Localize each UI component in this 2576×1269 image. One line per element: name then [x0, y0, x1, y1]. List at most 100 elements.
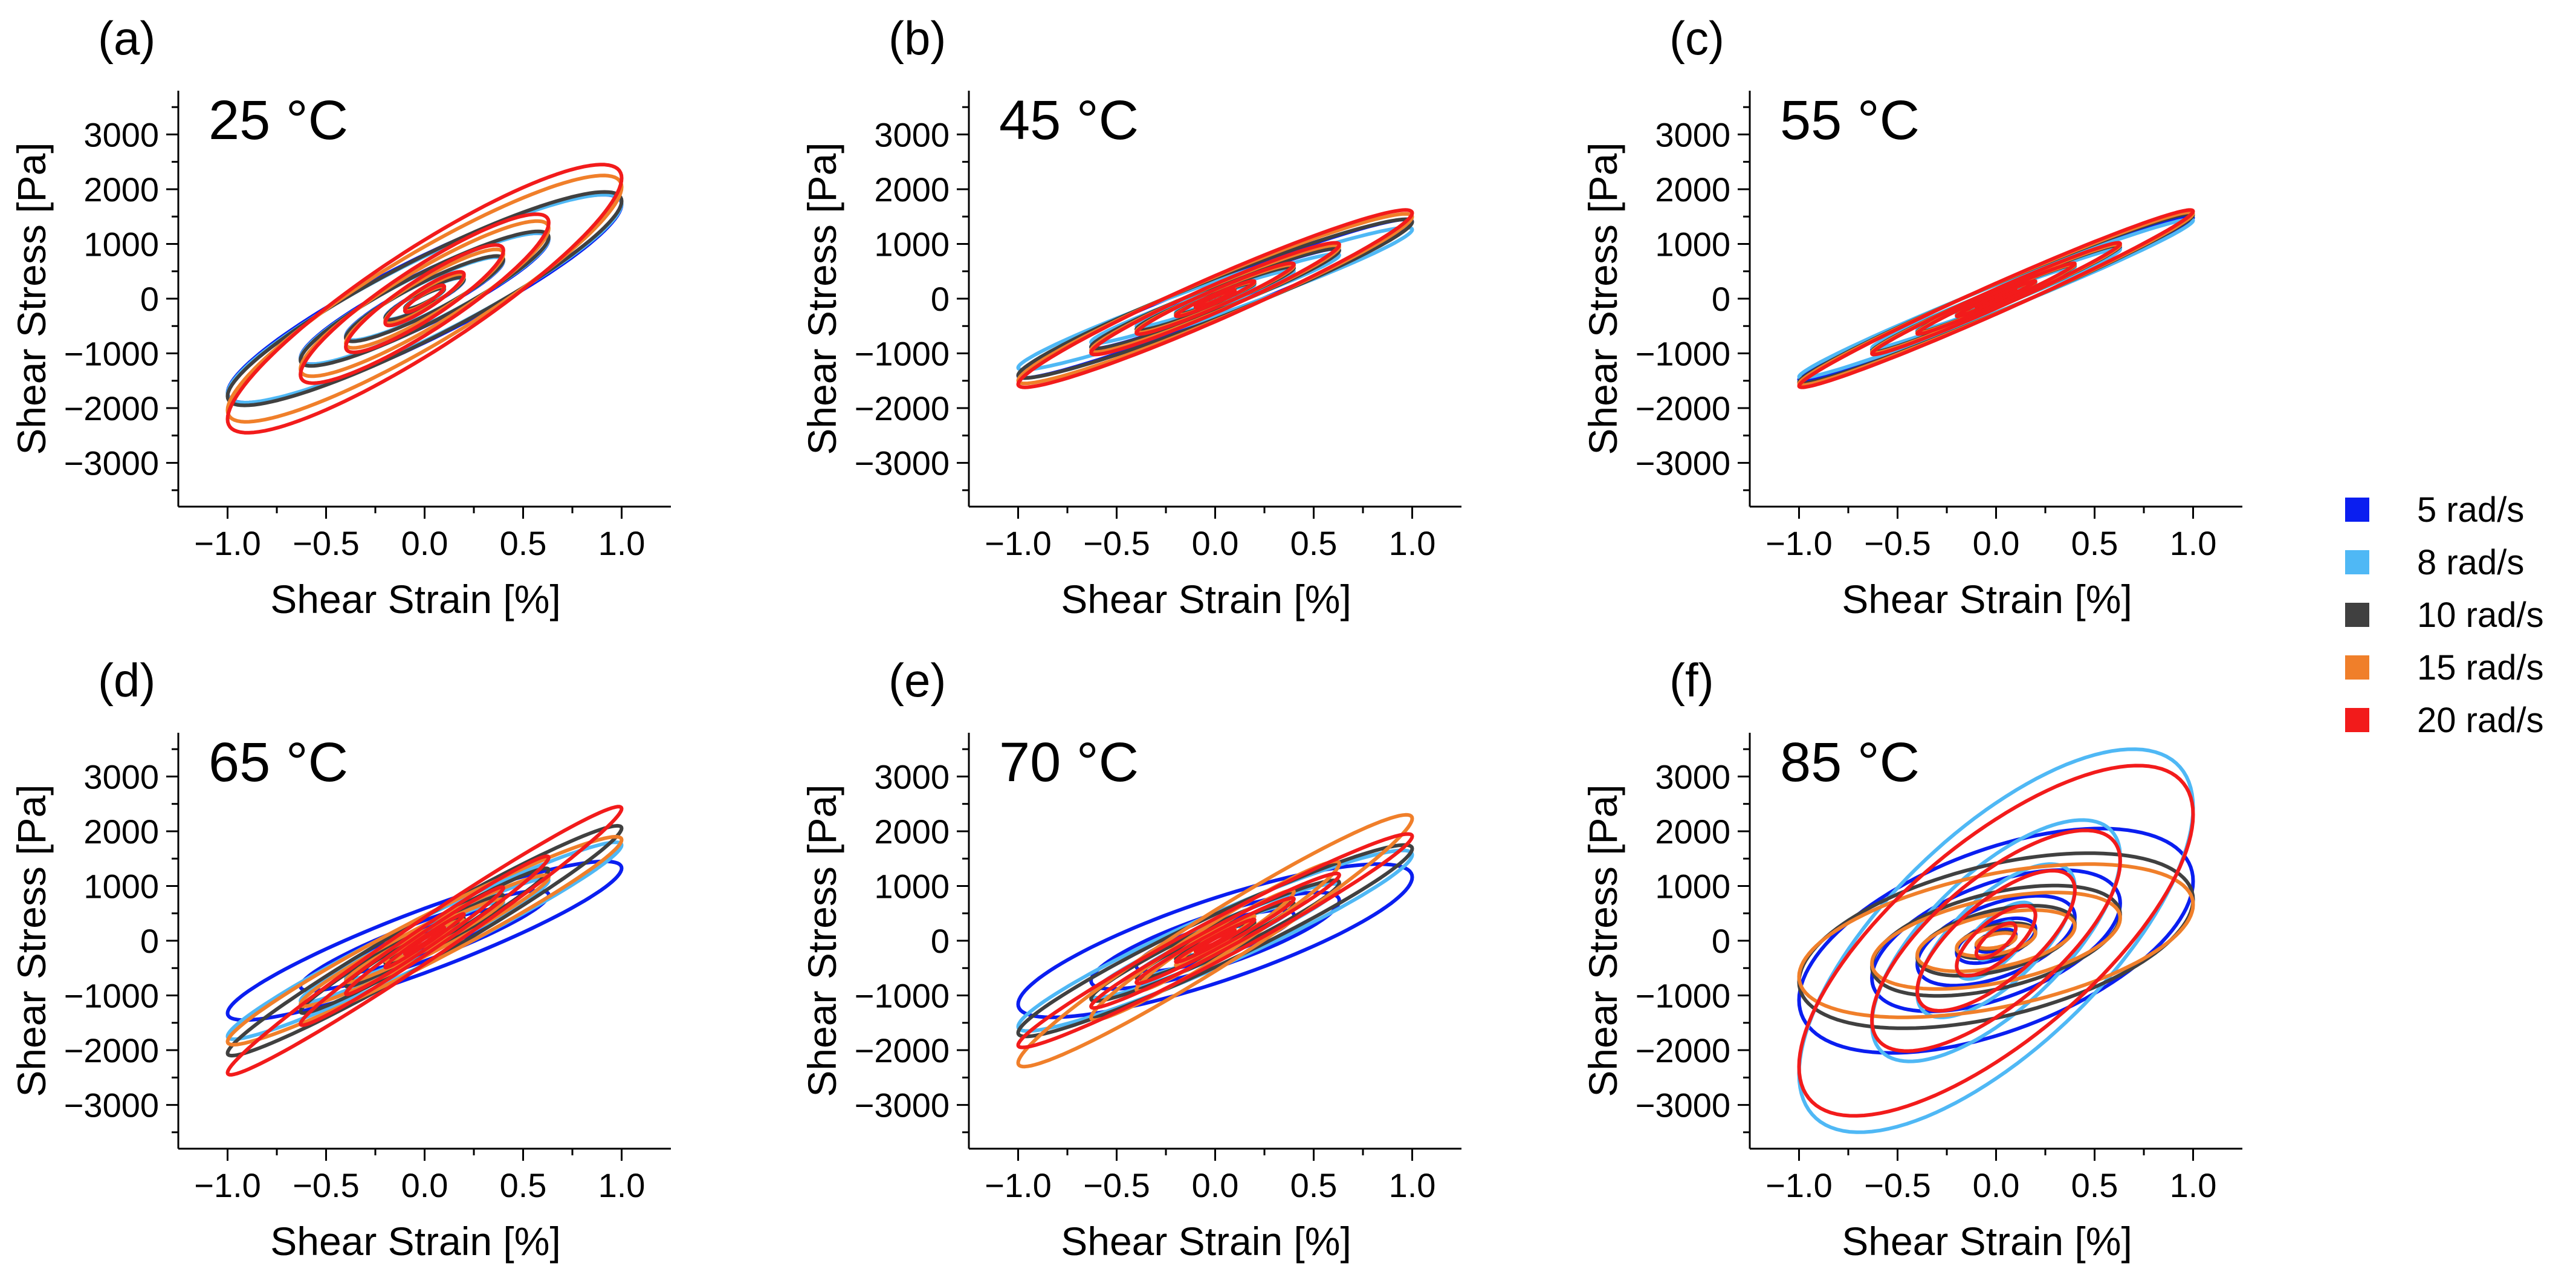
chart-panel: 3000 2000 1000 0 −1000 −2000 −3000 −1.0 −0.5 0.0 0…	[9, 654, 671, 1264]
series-20-rad-s	[225, 163, 624, 435]
series-20-rad-s	[1016, 208, 1414, 389]
x-axis-title: Shear Strain [%]	[270, 577, 561, 622]
panel-label: (c)	[1669, 11, 1724, 65]
series-loop	[383, 912, 466, 970]
temperature-label: 70 °C	[999, 732, 1139, 793]
x-tick-label: 0.0	[1973, 524, 2020, 562]
series-loop	[1797, 862, 2195, 1019]
series-loop	[1915, 261, 2077, 336]
legend-swatch	[2345, 708, 2369, 732]
x-axis-title: Shear Strain [%]	[1061, 1219, 1351, 1264]
series-loop	[383, 270, 466, 328]
legend-swatch	[2345, 498, 2369, 522]
temperature-label: 25 °C	[209, 89, 348, 151]
series-loop	[299, 889, 551, 993]
y-tick-label: −1000	[855, 977, 950, 1015]
x-tick-label: 0.5	[2071, 1166, 2118, 1204]
x-tick-label: 1.0	[2170, 1166, 2217, 1204]
series-loop	[299, 212, 551, 385]
y-tick-label: 1000	[1655, 225, 1730, 263]
y-tick-label: 1000	[83, 225, 159, 263]
y-tick-label: 0	[1712, 280, 1730, 318]
x-axis-title: Shear Strain [%]	[270, 1219, 561, 1264]
chart-panel: 3000 2000 1000 0 −1000 −2000 −3000 −1.0 −0.5 0.0 0…	[800, 654, 1461, 1264]
x-tick-label: −1.0	[985, 524, 1052, 562]
chart-panel: 3000 2000 1000 0 −1000 −2000 −3000 −1.0 −0.5 0.0 0…	[1581, 11, 2242, 622]
series-loop	[1016, 226, 1414, 372]
x-tick-label: −1.0	[1765, 524, 1833, 562]
x-axis-title: Shear Strain [%]	[1842, 1219, 2132, 1264]
y-tick-label: 0	[1712, 922, 1730, 960]
series-loop	[1174, 279, 1257, 319]
x-axis-title: Shear Strain [%]	[1842, 577, 2132, 622]
series-loop	[299, 866, 551, 1015]
y-tick-label: 0	[140, 280, 159, 318]
series-loop	[1870, 868, 2122, 1013]
x-tick-label: −0.5	[293, 1166, 360, 1204]
series-loop	[1955, 279, 2037, 319]
panel-label: (b)	[888, 11, 946, 65]
series-loop	[225, 190, 624, 407]
series-loop	[403, 925, 447, 956]
x-tick-label: −0.5	[1083, 1166, 1150, 1204]
series-loop	[1016, 813, 1414, 1069]
x-tick-label: −1.0	[194, 524, 261, 562]
series-loop	[1870, 891, 2122, 991]
data-loops	[1016, 208, 1414, 389]
legend-item: 10 rad/s	[2345, 596, 2544, 635]
series-loop	[1016, 862, 1414, 1019]
panel-label: (f)	[1669, 654, 1714, 707]
series-5-rad-s	[1016, 862, 1414, 1019]
series-loop	[1193, 928, 1237, 953]
y-axis-title: Shear Stress [Pa]	[9, 142, 54, 455]
chart-panel: 3000 2000 1000 0 −1000 −2000 −3000 −1.0 −0.5 0.0 0…	[9, 11, 671, 622]
x-tick-label: 0.0	[401, 524, 448, 562]
series-loop	[299, 854, 551, 1027]
x-tick-label: 0.5	[1290, 1166, 1338, 1204]
series-loop	[344, 899, 505, 982]
x-tick-label: 1.0	[598, 1166, 646, 1204]
x-tick-label: 0.0	[1192, 1166, 1239, 1204]
y-tick-label: 2000	[83, 813, 159, 851]
series-loop	[1870, 241, 2122, 357]
chart-panel: 3000 2000 1000 0 −1000 −2000 −3000 −1.0 −0.5 0.0 0…	[1581, 654, 2242, 1264]
series-5-rad-s	[225, 193, 624, 404]
x-tick-label: 0.0	[1192, 524, 1239, 562]
y-tick-label: 2000	[874, 170, 950, 209]
y-tick-label: −1000	[855, 335, 950, 373]
x-tick-label: −0.5	[1083, 524, 1150, 562]
y-tick-label: 0	[931, 280, 950, 318]
y-tick-label: −2000	[1636, 389, 1730, 427]
legend-item: 20 rad/s	[2345, 701, 2544, 740]
series-8-rad-s	[225, 840, 624, 1041]
series-loop	[344, 254, 505, 343]
legend: 5 rad/s 8 rad/s 10 rad/s 15 rad/s 20 rad/s	[2345, 490, 2544, 740]
y-tick-label: 3000	[1655, 115, 1730, 154]
series-loop	[1089, 891, 1341, 991]
x-tick-label: −0.5	[1864, 524, 1931, 562]
series-loop	[1089, 241, 1341, 357]
legend-swatch	[2345, 603, 2369, 627]
y-tick-label: −2000	[64, 1031, 159, 1069]
x-tick-label: −1.0	[1765, 1166, 1833, 1204]
x-tick-label: 0.0	[1973, 1166, 2020, 1204]
series-loop	[1915, 894, 2077, 988]
legend-label: 15 rad/s	[2417, 648, 2544, 687]
x-tick-label: −0.5	[1864, 1166, 1931, 1204]
series-loop	[299, 219, 551, 378]
y-tick-label: −1000	[64, 977, 159, 1015]
series-loop	[1955, 904, 2037, 978]
data-loops	[1797, 208, 2195, 389]
series-loop	[344, 243, 505, 354]
series-10-rad-s	[225, 190, 624, 407]
series-loop	[1134, 896, 1296, 985]
series-loop	[299, 877, 551, 1005]
data-loops	[225, 163, 624, 435]
temperature-label: 45 °C	[999, 89, 1139, 151]
panel-label: (a)	[98, 11, 155, 65]
y-axis-title: Shear Stress [Pa]	[9, 784, 54, 1097]
x-tick-label: 0.5	[500, 524, 547, 562]
y-tick-label: 2000	[1655, 170, 1730, 209]
series-loop	[344, 885, 505, 996]
series-15-rad-s	[225, 174, 624, 424]
